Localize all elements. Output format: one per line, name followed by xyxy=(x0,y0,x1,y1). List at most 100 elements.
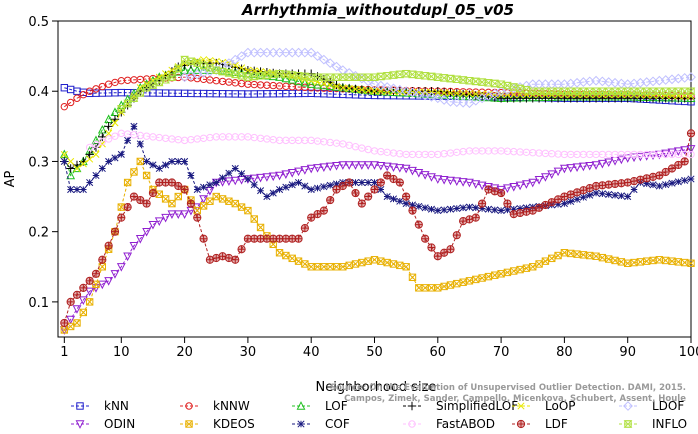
point-kdeos xyxy=(301,260,309,268)
point-odin xyxy=(559,164,569,174)
point-ldf xyxy=(636,175,645,184)
point-odin xyxy=(686,145,696,154)
point-ldof xyxy=(591,75,601,86)
y-tick-label: 0.5 xyxy=(28,15,49,30)
plot-frame xyxy=(57,20,692,338)
point-kdeos xyxy=(598,253,607,262)
point-kdeos xyxy=(155,190,163,198)
point-ldf xyxy=(617,179,626,188)
point-cof xyxy=(313,184,322,192)
legend-item-ldof: LDOF xyxy=(619,399,684,413)
point-odin xyxy=(148,220,158,230)
point-cof xyxy=(105,157,113,165)
point-odin xyxy=(249,174,259,184)
point-cof xyxy=(181,157,189,165)
point-cof xyxy=(79,185,87,194)
point-ldf xyxy=(148,188,158,198)
point-cof xyxy=(187,171,195,180)
point-ldf xyxy=(351,188,360,198)
point-cof xyxy=(143,157,151,165)
point-cof xyxy=(130,122,138,130)
point-odin xyxy=(572,163,582,172)
point-kdeos xyxy=(516,265,524,274)
point-odin xyxy=(376,161,386,171)
point-loop xyxy=(73,164,81,173)
point-loop xyxy=(339,84,347,92)
legend-item-cof: COF xyxy=(292,417,350,431)
point-loop xyxy=(86,155,94,163)
point-ldof xyxy=(426,91,437,102)
point-cof xyxy=(668,179,676,187)
point-cof xyxy=(225,169,233,177)
point-cof xyxy=(200,183,208,191)
point-ldf xyxy=(79,283,88,292)
point-kdeos xyxy=(541,257,550,265)
point-knnw xyxy=(73,94,81,102)
point-loop xyxy=(351,85,360,93)
point-knnw xyxy=(66,98,75,107)
point-loop xyxy=(193,57,201,65)
legend-label-knn: kNN xyxy=(104,399,129,413)
point-cof xyxy=(630,185,638,194)
point-ldof xyxy=(287,47,298,58)
point-ldof xyxy=(217,61,228,72)
point-cof xyxy=(294,178,303,187)
point-inflo xyxy=(376,72,386,81)
point-odin xyxy=(522,180,531,189)
point-kdeos xyxy=(288,254,296,263)
point-odin xyxy=(623,154,633,163)
point-kdeos xyxy=(79,308,88,317)
point-odin xyxy=(591,161,601,170)
point-cof xyxy=(605,190,613,199)
point-inflo xyxy=(427,72,436,81)
point-fastabod xyxy=(111,132,119,140)
legend-label-knnw: kNNW xyxy=(213,399,250,413)
point-ldf xyxy=(572,188,582,197)
point-ldf xyxy=(72,290,82,299)
point-odin xyxy=(427,173,436,182)
legend-label-kdeos: KDEOS xyxy=(213,417,255,431)
point-loop xyxy=(465,90,474,98)
series-layer xyxy=(59,47,696,335)
point-cof xyxy=(434,207,442,215)
point-kdeos xyxy=(370,256,379,264)
point-inflo xyxy=(490,79,500,88)
point-ldf xyxy=(667,164,677,173)
point-odin xyxy=(477,181,487,191)
point-ldf xyxy=(212,253,221,263)
point-ldf xyxy=(294,234,303,243)
point-ldf xyxy=(376,178,385,187)
point-ldf xyxy=(623,178,632,187)
legend-marker-lof xyxy=(296,401,306,410)
point-ldf xyxy=(465,215,474,224)
point-cof xyxy=(307,185,315,194)
point-inflo xyxy=(401,69,411,78)
point-lof xyxy=(306,79,316,88)
point-ldf xyxy=(395,178,404,187)
point-inflo xyxy=(686,87,696,95)
point-ldof xyxy=(261,47,272,58)
point-loop xyxy=(200,56,208,64)
point-ldf xyxy=(440,248,449,257)
point-kdeos xyxy=(307,263,315,271)
point-cof xyxy=(674,178,682,186)
point-odin xyxy=(306,164,316,174)
point-odin xyxy=(344,161,354,170)
point-odin xyxy=(528,178,538,188)
series-ldf xyxy=(60,129,696,328)
point-ldf xyxy=(161,178,170,187)
legend-marker-loop xyxy=(517,402,525,410)
point-simplifiedlof xyxy=(104,122,113,131)
point-cof xyxy=(351,178,360,187)
point-ldf xyxy=(459,217,468,226)
point-cof xyxy=(155,164,163,173)
point-kdeos xyxy=(567,249,575,258)
point-kdeos xyxy=(98,263,107,271)
point-inflo xyxy=(446,74,455,83)
legend-marker-fastabod xyxy=(408,420,416,428)
point-lof xyxy=(281,73,291,83)
point-loop xyxy=(358,86,366,94)
point-ldf xyxy=(414,220,423,229)
point-odin xyxy=(433,175,443,184)
point-lof xyxy=(465,91,474,101)
